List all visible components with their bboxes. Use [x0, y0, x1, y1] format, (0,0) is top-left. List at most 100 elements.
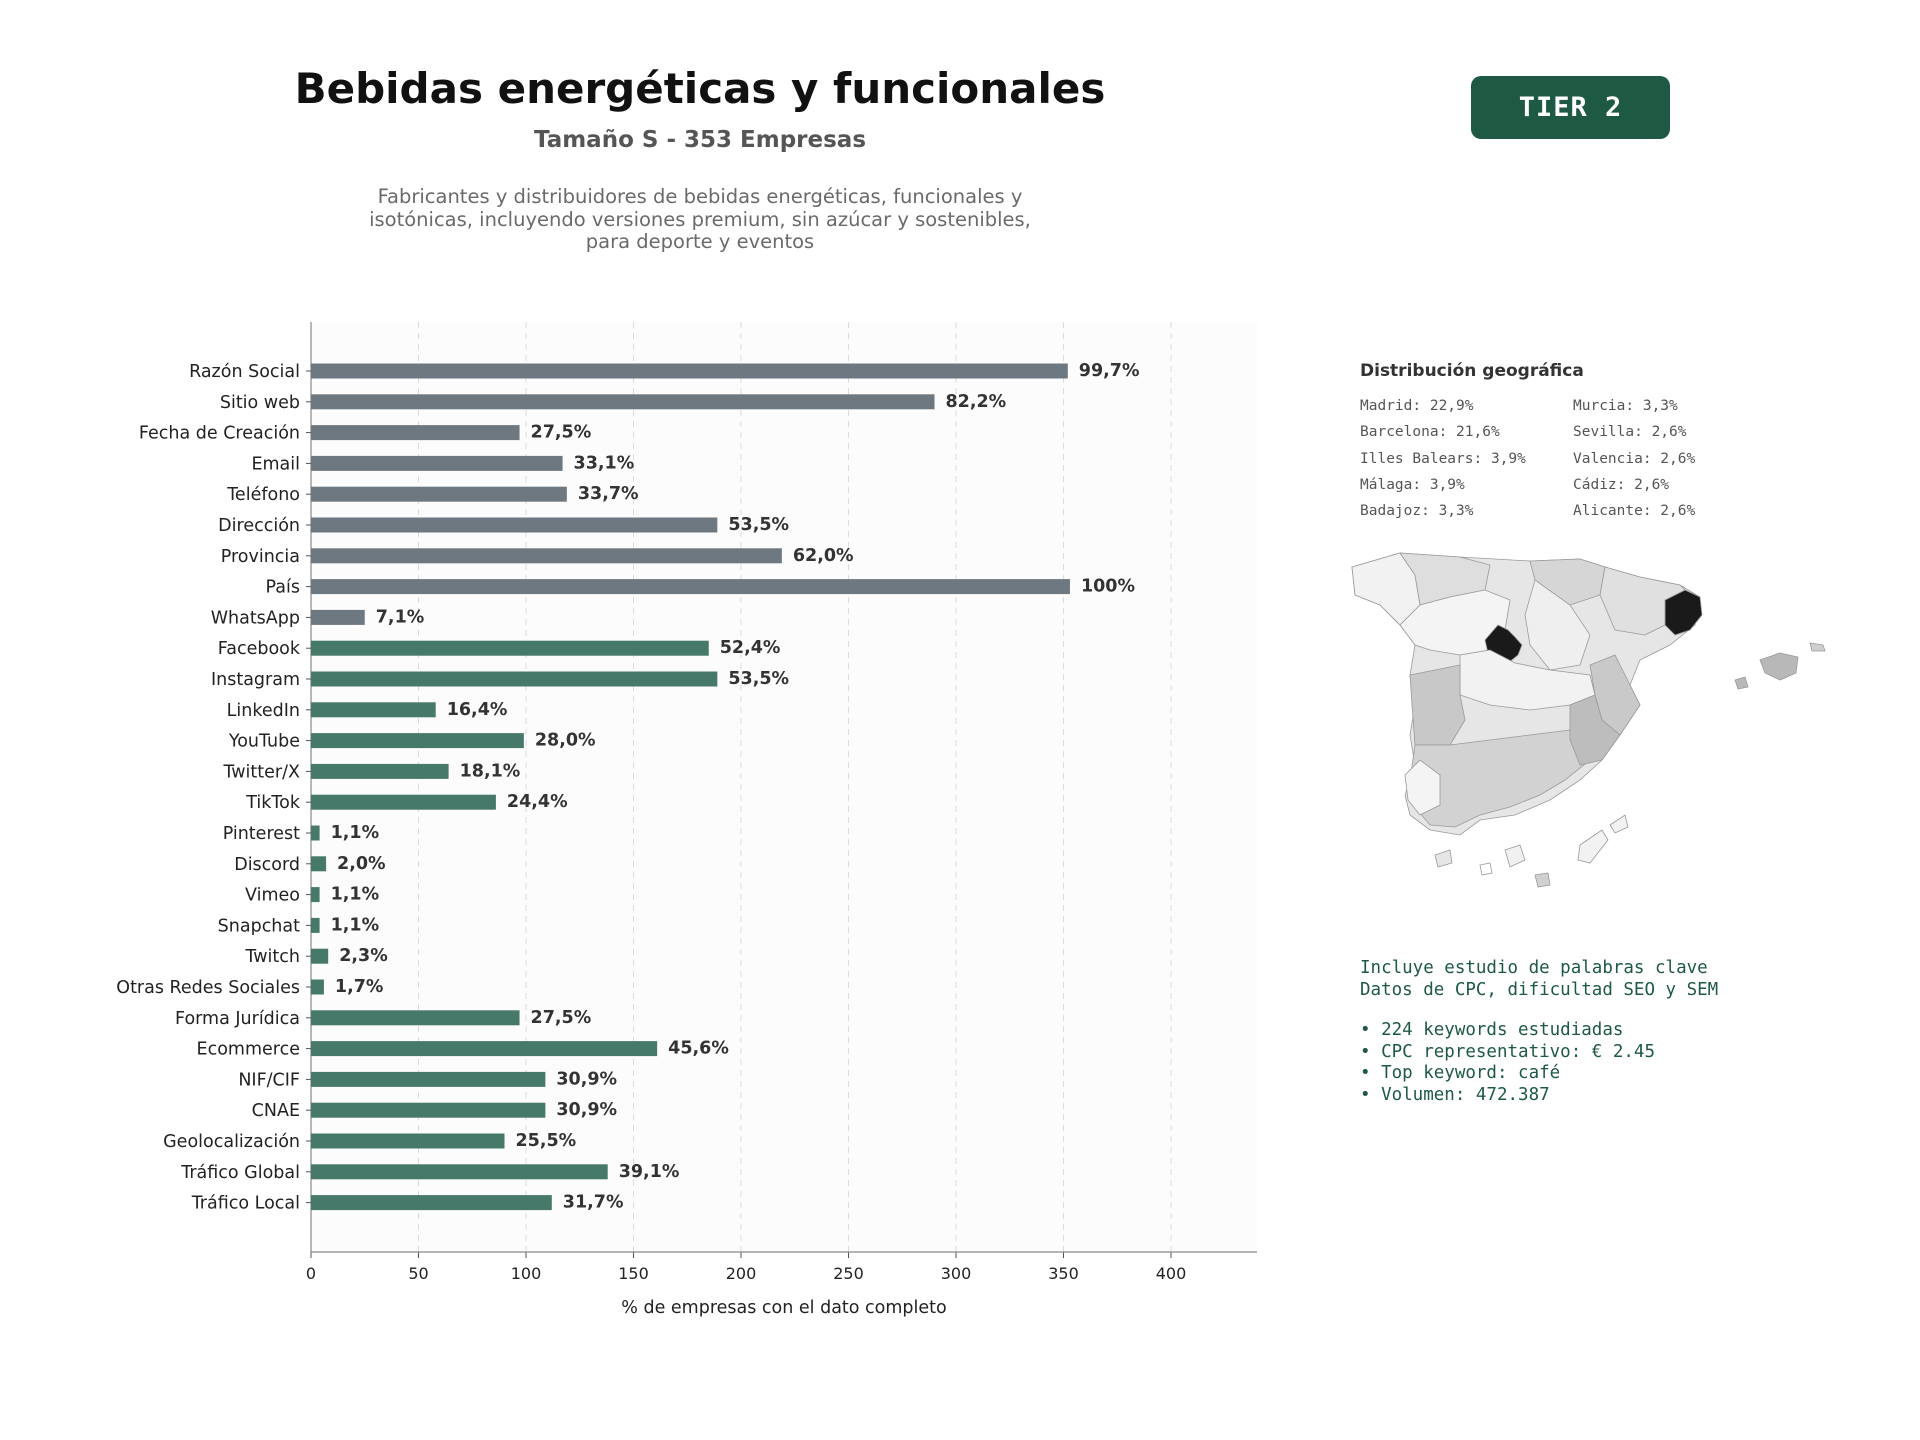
description-line: isotónicas, incluyendo versiones premium…: [369, 207, 1031, 231]
data-label: 53,5%: [728, 669, 789, 689]
category-label: Provincia: [221, 547, 300, 567]
data-label: 2,0%: [337, 854, 386, 874]
geo-item: Murcia: 3,3%: [1573, 398, 1678, 414]
category-label: Fecha de Creación: [139, 424, 300, 444]
bar: [311, 763, 449, 779]
x-tick-label: 250: [833, 1264, 864, 1283]
category-label: Twitch: [244, 947, 300, 967]
x-tick-label: 200: [726, 1264, 757, 1283]
data-label: 25,5%: [516, 1131, 577, 1151]
geo-item: Cádiz: 2,6%: [1573, 476, 1670, 493]
data-label: 82,2%: [946, 392, 1007, 412]
category-label: Discord: [234, 855, 300, 875]
bar: [311, 733, 524, 749]
category-label: Ecommerce: [197, 1040, 300, 1060]
map-region-canarias-2: [1479, 862, 1493, 876]
category-label: Otras Redes Sociales: [116, 978, 300, 998]
data-label: 39,1%: [619, 1162, 680, 1182]
map-region-murcia: [1569, 694, 1621, 766]
category-label: NIF/CIF: [238, 1070, 300, 1090]
bar: [311, 548, 782, 564]
map-region-menorca: [1809, 642, 1826, 652]
map-region-canarias-1: [1434, 849, 1453, 868]
bar: [311, 486, 567, 502]
x-tick-label: 300: [941, 1264, 972, 1283]
seo-bullet: • Top keyword: café: [1360, 1063, 1561, 1083]
x-tick-label: 150: [618, 1264, 649, 1283]
bar: [311, 856, 327, 872]
data-label: 31,7%: [563, 1193, 624, 1213]
geo-item: Valencia: 2,6%: [1573, 450, 1696, 467]
bar: [311, 794, 496, 810]
category-label: WhatsApp: [211, 608, 300, 628]
map-region-aragon: [1524, 579, 1591, 671]
data-label: 1,7%: [335, 977, 384, 997]
bar: [311, 1133, 505, 1149]
geo-item: Illes Balears: 3,9%: [1360, 450, 1526, 467]
geo-item: Barcelona: 21,6%: [1360, 424, 1500, 441]
map-region-ibiza: [1734, 676, 1749, 690]
data-label: 62,0%: [793, 546, 854, 566]
x-tick-label: 0: [306, 1264, 316, 1283]
seo-info: Incluye estudio de palabras clave Datos …: [1360, 958, 1840, 1106]
data-label: 2,3%: [339, 946, 388, 966]
description-line: para deporte y eventos: [585, 230, 815, 253]
data-label: 1,1%: [331, 915, 380, 935]
bar: [311, 579, 1070, 595]
seo-bullet: • 224 keywords estudiadas: [1360, 1020, 1624, 1040]
map-region-canarias-6: [1609, 814, 1629, 834]
bar: [311, 1071, 546, 1087]
map-region-canarias-4: [1534, 872, 1551, 888]
x-tick-label: 400: [1156, 1264, 1187, 1283]
category-label: Pinterest: [223, 824, 300, 844]
bar-chart: 0 50 100 150 200 250 300 350 400 Razón Social 99,7…: [116, 322, 1257, 1318]
data-label: 30,9%: [556, 1100, 617, 1120]
bar: [311, 1010, 520, 1026]
data-label: 1,1%: [331, 823, 380, 843]
x-tick-label: 100: [511, 1264, 542, 1283]
bar: [311, 455, 563, 471]
description-line: Fabricantes y distribuidores de bebidas …: [377, 185, 1023, 208]
description: Fabricantes y distribuidores de bebidas …: [300, 185, 1100, 254]
bar: [311, 979, 324, 995]
x-axis-label: % de empresas con el dato completo: [621, 1298, 946, 1318]
seo-line: Incluye estudio de palabras clave: [1360, 958, 1708, 978]
spain-map: [1351, 552, 1826, 888]
category-label: Tráfico Local: [191, 1194, 300, 1214]
map-region-canarias-3: [1504, 844, 1526, 868]
category-label: Teléfono: [226, 485, 300, 505]
seo-bullet: • CPC representativo: € 2.45: [1360, 1041, 1656, 1062]
category-label: LinkedIn: [227, 701, 300, 721]
category-label: Razón Social: [189, 362, 300, 382]
data-label: 33,1%: [574, 453, 635, 473]
category-label: Vimeo: [245, 886, 300, 906]
category-label: País: [266, 578, 300, 598]
bar: [311, 825, 320, 841]
map-region-canarias-5: [1577, 829, 1609, 864]
data-label: 27,5%: [531, 1008, 592, 1028]
data-label: 27,5%: [531, 423, 592, 443]
bar: [311, 1041, 658, 1057]
data-label: 24,4%: [507, 792, 568, 812]
bar: [311, 640, 709, 656]
x-tick-label: 50: [408, 1264, 428, 1283]
category-label: CNAE: [252, 1101, 300, 1121]
data-label: 16,4%: [447, 700, 508, 720]
category-label: Sitio web: [220, 393, 300, 413]
category-label: Twitter/X: [222, 762, 300, 782]
x-tick-label: 350: [1048, 1264, 1079, 1283]
category-label: Instagram: [211, 670, 300, 690]
bar: [311, 394, 935, 410]
category-label: Dirección: [218, 516, 300, 536]
bar: [311, 609, 365, 625]
category-label: TikTok: [245, 793, 301, 813]
bar: [311, 1102, 546, 1118]
geo-item: Badajoz: 3,3%: [1360, 503, 1474, 520]
category-label: YouTube: [228, 732, 300, 752]
bar: [311, 425, 520, 441]
data-label: 99,7%: [1079, 361, 1140, 381]
geo-item: Alicante: 2,6%: [1573, 503, 1696, 520]
page-subtitle: Tamaño S - 353 Empresas: [533, 127, 867, 153]
plot-area: [311, 322, 1257, 1252]
bar: [311, 917, 320, 933]
